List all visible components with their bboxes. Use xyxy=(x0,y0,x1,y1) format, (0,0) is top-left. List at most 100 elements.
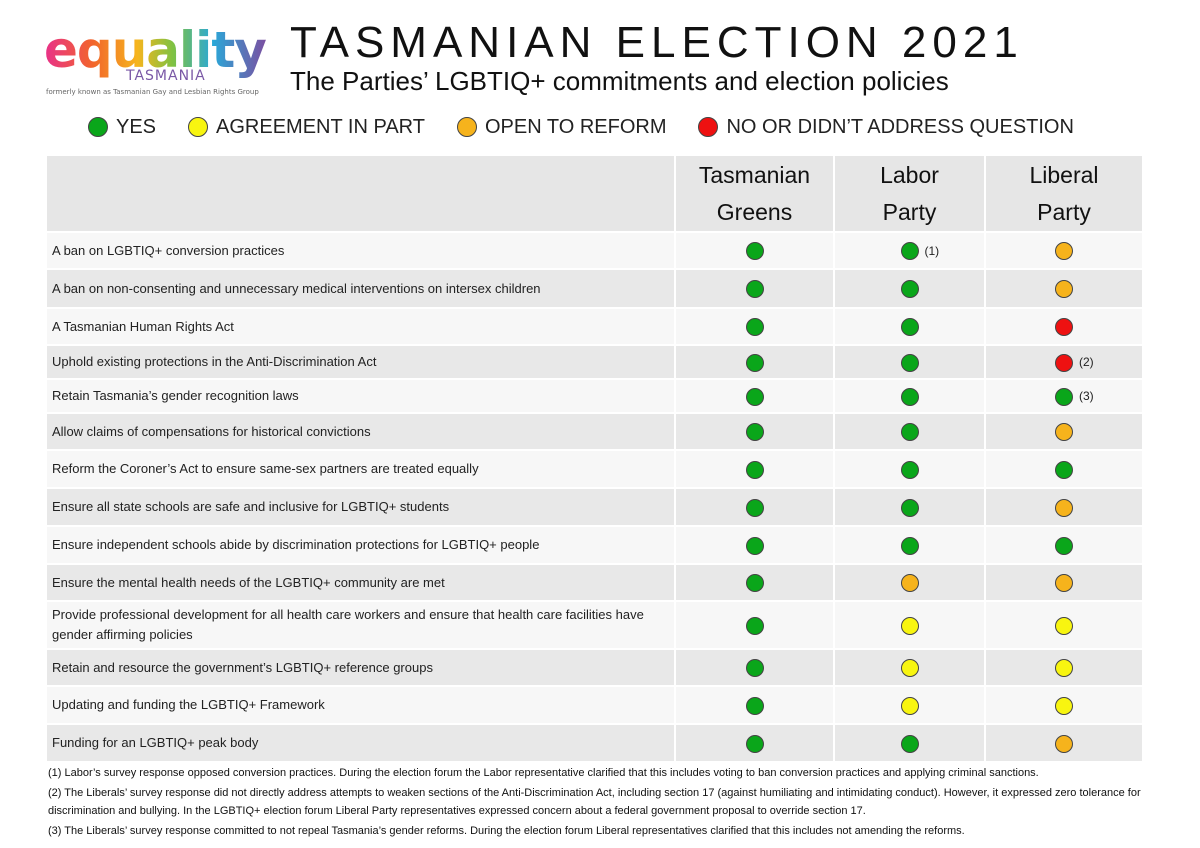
criterion-cell: Funding for an LGBTIQ+ peak body xyxy=(45,723,676,763)
status-indicator xyxy=(900,695,919,715)
green-status-dot-icon xyxy=(745,696,764,715)
table-row: Retain and resource the government’s LGB… xyxy=(45,648,1144,687)
green-status-dot-icon xyxy=(900,280,919,299)
red-status-dot-icon xyxy=(698,117,719,137)
column-header-line: Party xyxy=(1037,198,1091,225)
green-status-dot-icon xyxy=(1055,387,1073,406)
status-indicator: (2) xyxy=(1055,352,1094,372)
logo-subtitle: TASMANIA xyxy=(126,68,206,84)
legend-item-yes: YES xyxy=(88,116,156,139)
status-indicator xyxy=(1055,573,1073,593)
status-indicator xyxy=(900,615,919,635)
criterion-cell: Allow claims of compensations for histor… xyxy=(45,412,676,451)
status-cell-greens xyxy=(674,723,835,763)
status-cell-liberal xyxy=(984,412,1144,451)
status-cell-labor xyxy=(833,723,986,763)
table-row: A ban on non-consenting and unnecessary … xyxy=(45,268,1144,309)
status-indicator: (1) xyxy=(900,241,939,261)
status-cell-liberal xyxy=(984,487,1144,527)
status-cell-labor xyxy=(833,449,986,489)
status-indicator xyxy=(900,459,919,479)
table-row: Provide professional development for all… xyxy=(45,600,1144,650)
orange-status-dot-icon xyxy=(1055,734,1073,753)
yellow-status-dot-icon xyxy=(900,616,919,635)
column-header-liberal: Liberal Party xyxy=(984,154,1144,233)
status-cell-labor xyxy=(833,487,986,527)
status-cell-liberal xyxy=(984,268,1144,309)
table-body: A ban on LGBTIQ+ conversion practices (1)… xyxy=(45,231,1144,763)
footnote-3: (3) The Liberals’ survey response commit… xyxy=(48,825,965,837)
status-indicator xyxy=(1055,535,1073,555)
status-cell-labor xyxy=(833,525,986,565)
orange-status-dot-icon xyxy=(1055,574,1073,593)
orange-status-dot-icon xyxy=(456,117,477,137)
status-indicator xyxy=(745,317,764,337)
status-cell-greens xyxy=(674,344,835,380)
criterion-cell: Retain Tasmania’s gender recognition law… xyxy=(45,378,676,414)
status-cell-labor xyxy=(833,378,986,414)
legend: YES AGREEMENT IN PART OPEN TO REFORM NO … xyxy=(88,114,1106,140)
status-cell-greens xyxy=(674,412,835,451)
green-status-dot-icon xyxy=(1055,460,1073,479)
criterion-cell: Reform the Coroner’s Act to ensure same-… xyxy=(45,449,676,489)
column-header-line: Liberal xyxy=(1029,161,1099,188)
column-header-line: Party xyxy=(882,198,937,225)
green-status-dot-icon xyxy=(88,117,108,137)
green-status-dot-icon xyxy=(745,280,764,299)
footnote-2: (2) The Liberals’ survey response did no… xyxy=(48,787,1141,817)
status-indicator xyxy=(1055,733,1073,753)
status-cell-labor xyxy=(833,648,986,687)
status-indicator xyxy=(900,535,919,555)
logo-formerly-text: formerly known as Tasmanian Gay and Lesb… xyxy=(46,88,259,96)
status-cell-labor xyxy=(833,344,986,380)
status-cell-greens xyxy=(674,487,835,527)
orange-status-dot-icon xyxy=(1055,242,1073,261)
policy-comparison-table: Tasmanian Greens Labor Party Liberal Par… xyxy=(45,154,1144,763)
legend-item-open-to-reform: OPEN TO REFORM xyxy=(456,115,667,139)
status-cell-labor: (1) xyxy=(833,231,986,270)
status-indicator xyxy=(745,241,764,261)
green-status-dot-icon xyxy=(900,242,919,261)
green-status-dot-icon xyxy=(745,242,764,261)
legend-label: NO OR DIDN’T ADDRESS QUESTION xyxy=(726,115,1074,138)
status-cell-greens xyxy=(674,378,835,414)
status-cell-labor xyxy=(833,412,986,451)
status-indicator: (3) xyxy=(1055,386,1094,406)
criterion-cell: A ban on LGBTIQ+ conversion practices xyxy=(45,231,676,270)
yellow-status-dot-icon xyxy=(900,659,919,678)
status-cell-liberal xyxy=(984,685,1144,725)
status-cell-liberal xyxy=(984,231,1144,270)
status-cell-labor xyxy=(833,685,986,725)
green-status-dot-icon xyxy=(900,353,919,372)
table-row: Funding for an LGBTIQ+ peak body xyxy=(45,723,1144,763)
column-header-greens: Tasmanian Greens xyxy=(674,154,835,233)
status-cell-liberal: (2) xyxy=(984,344,1144,380)
criterion-cell: Updating and funding the LGBTIQ+ Framewo… xyxy=(45,685,676,725)
footnote-reference: (1) xyxy=(924,243,940,258)
status-cell-liberal xyxy=(984,563,1144,602)
status-indicator xyxy=(1055,615,1073,635)
green-status-dot-icon xyxy=(745,353,764,372)
green-status-dot-icon xyxy=(1055,536,1073,555)
green-status-dot-icon xyxy=(745,536,764,555)
status-indicator xyxy=(745,573,764,593)
table-row: Uphold existing protections in the Anti-… xyxy=(45,344,1144,380)
status-indicator xyxy=(745,535,764,555)
criterion-cell: Uphold existing protections in the Anti-… xyxy=(45,344,676,380)
status-indicator xyxy=(900,352,919,372)
status-cell-labor xyxy=(833,268,986,309)
green-status-dot-icon xyxy=(745,498,764,517)
red-status-dot-icon xyxy=(1055,318,1073,337)
status-indicator xyxy=(1055,422,1073,442)
legend-label: OPEN TO REFORM xyxy=(484,115,667,138)
green-status-dot-icon xyxy=(745,387,764,406)
table-row: Allow claims of compensations for histor… xyxy=(45,412,1144,451)
criterion-cell: Ensure all state schools are safe and in… xyxy=(45,487,676,527)
status-indicator xyxy=(900,497,919,517)
table-row: A Tasmanian Human Rights Act xyxy=(45,307,1144,346)
status-indicator xyxy=(745,615,764,635)
status-cell-greens xyxy=(674,685,835,725)
status-indicator xyxy=(745,658,764,678)
green-status-dot-icon xyxy=(745,734,764,753)
status-indicator xyxy=(900,658,919,678)
